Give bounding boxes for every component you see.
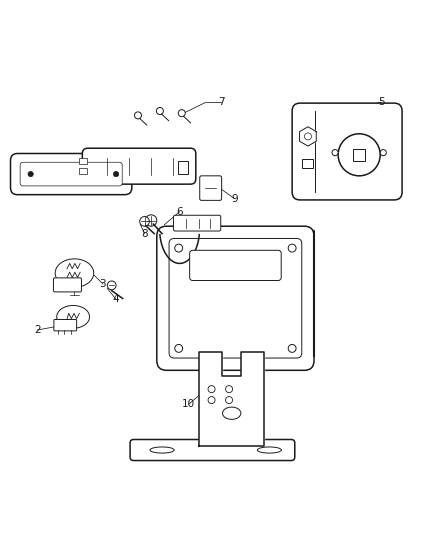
- Text: 10: 10: [182, 399, 195, 409]
- Circle shape: [175, 244, 183, 252]
- Circle shape: [107, 281, 116, 290]
- Ellipse shape: [258, 447, 282, 453]
- Circle shape: [288, 244, 296, 252]
- FancyBboxPatch shape: [53, 278, 81, 292]
- FancyBboxPatch shape: [20, 162, 122, 186]
- Text: 8: 8: [141, 229, 148, 239]
- Circle shape: [113, 172, 119, 177]
- Circle shape: [140, 216, 149, 226]
- Ellipse shape: [223, 407, 241, 419]
- Circle shape: [288, 344, 296, 352]
- Circle shape: [175, 344, 183, 352]
- Bar: [353, 149, 365, 161]
- FancyBboxPatch shape: [157, 226, 314, 370]
- Text: 5: 5: [378, 97, 385, 107]
- Text: 1: 1: [205, 365, 212, 374]
- FancyBboxPatch shape: [169, 238, 302, 358]
- FancyBboxPatch shape: [82, 148, 196, 184]
- FancyBboxPatch shape: [130, 440, 295, 461]
- Circle shape: [28, 172, 33, 177]
- Text: 9: 9: [231, 193, 238, 204]
- FancyBboxPatch shape: [292, 103, 402, 200]
- Circle shape: [332, 150, 338, 156]
- Polygon shape: [300, 127, 316, 146]
- FancyBboxPatch shape: [11, 154, 132, 195]
- Circle shape: [226, 386, 233, 393]
- Text: 11: 11: [37, 167, 50, 177]
- Circle shape: [145, 215, 157, 226]
- Bar: [79, 158, 87, 164]
- Text: 4: 4: [113, 294, 120, 304]
- FancyBboxPatch shape: [173, 215, 221, 231]
- Text: 7: 7: [218, 97, 225, 107]
- Bar: [302, 159, 313, 168]
- Bar: [79, 167, 87, 174]
- Circle shape: [208, 386, 215, 393]
- Text: 3: 3: [99, 279, 106, 289]
- Circle shape: [380, 150, 386, 156]
- FancyBboxPatch shape: [54, 319, 77, 331]
- Circle shape: [134, 112, 141, 119]
- Polygon shape: [199, 352, 264, 446]
- Bar: [178, 160, 188, 174]
- Text: 6: 6: [176, 207, 183, 217]
- Ellipse shape: [150, 447, 174, 453]
- FancyBboxPatch shape: [200, 176, 222, 200]
- Ellipse shape: [55, 259, 94, 287]
- Circle shape: [178, 110, 185, 117]
- Circle shape: [156, 108, 163, 115]
- Circle shape: [208, 397, 215, 403]
- Ellipse shape: [57, 305, 89, 328]
- FancyBboxPatch shape: [190, 251, 281, 280]
- Circle shape: [226, 397, 233, 403]
- Circle shape: [304, 133, 311, 140]
- Circle shape: [338, 134, 380, 176]
- Text: 2: 2: [34, 325, 41, 335]
